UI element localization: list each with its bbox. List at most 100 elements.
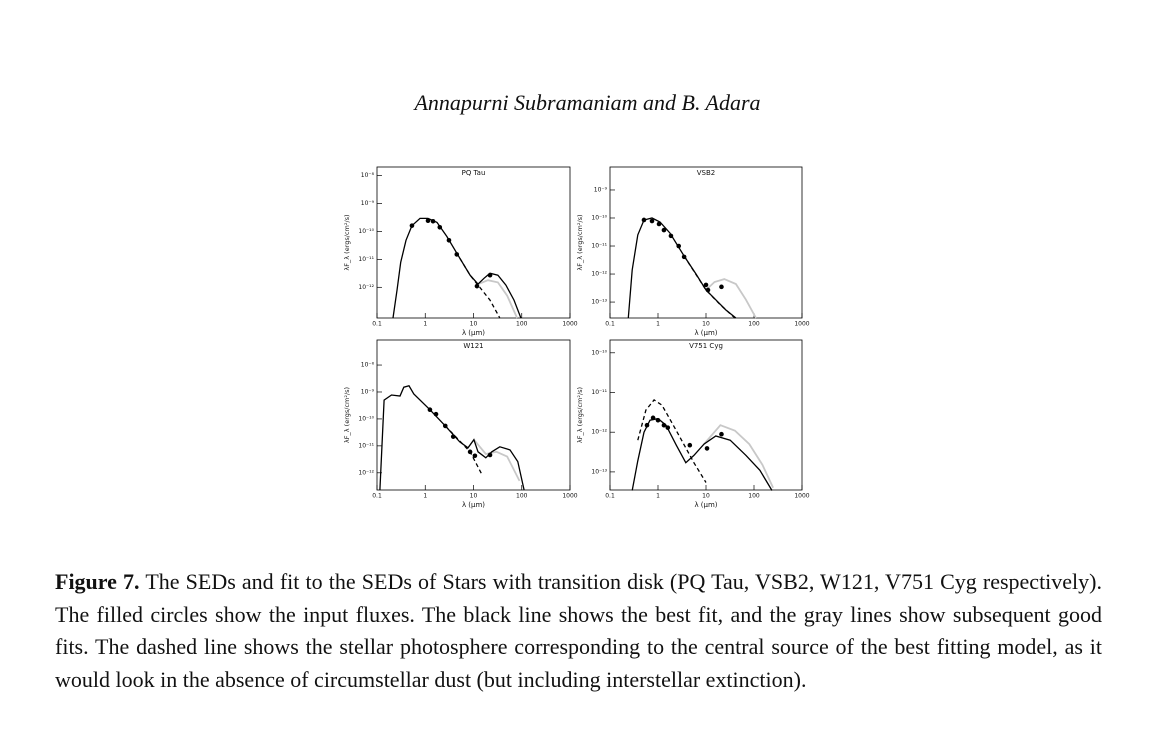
x-tick-label: 100: [748, 493, 760, 500]
x-tick-label: 1: [423, 321, 427, 328]
input-flux: [409, 223, 415, 228]
input-flux: [487, 452, 493, 458]
y-axis-label: λF_λ (ergs/cm²/s): [576, 387, 584, 443]
input-flux: [442, 423, 448, 429]
y-axis-label: λF_λ (ergs/cm²/s): [343, 387, 351, 443]
input-flux: [661, 422, 667, 428]
sed-curve: [627, 217, 737, 319]
x-tick-label: 1000: [562, 493, 577, 500]
y-tick-label: 10⁻¹¹: [591, 389, 607, 396]
sed-curve: [703, 424, 774, 489]
x-tick-label: 10: [702, 321, 710, 328]
input-flux: [703, 282, 709, 288]
plot-title: VSB2: [697, 169, 716, 177]
y-tick-label: 10⁻⁸: [361, 172, 375, 179]
input-flux: [427, 407, 433, 412]
x-tick-label: 1: [656, 321, 660, 328]
x-axis-label: λ (μm): [694, 501, 717, 509]
input-flux: [681, 254, 687, 260]
input-flux: [446, 237, 452, 243]
plot-title: W121: [463, 342, 483, 350]
input-flux: [719, 431, 724, 437]
sed-curve: [392, 217, 522, 319]
y-tick-label: 10⁻¹⁰: [358, 228, 374, 235]
x-tick-label: 1000: [794, 493, 809, 500]
sed-curve: [705, 278, 757, 319]
sed-curve: [637, 399, 707, 483]
y-tick-label: 10⁻¹²: [358, 284, 374, 291]
x-tick-label: 10: [702, 493, 710, 500]
input-flux: [450, 434, 456, 439]
input-flux: [687, 442, 693, 448]
sed-curve: [473, 439, 521, 482]
x-axis-label: λ (μm): [694, 329, 717, 337]
input-flux: [676, 243, 682, 249]
y-tick-label: 10⁻¹³: [591, 468, 607, 475]
plot-title: PQ Tau: [462, 169, 486, 177]
input-flux: [719, 284, 724, 290]
x-tick-label: 100: [516, 493, 528, 500]
input-flux: [487, 272, 493, 278]
input-flux: [437, 224, 443, 230]
y-tick-label: 10⁻¹²: [358, 469, 374, 476]
input-flux: [665, 425, 671, 430]
caption-text: The SEDs and fit to the SEDs of Stars wi…: [55, 569, 1102, 692]
input-flux: [668, 233, 674, 239]
caption-label: Figure 7.: [55, 569, 140, 594]
y-axis-label: λF_λ (ergs/cm²/s): [576, 214, 584, 270]
y-tick-label: 10⁻¹²: [591, 271, 607, 278]
input-flux: [705, 287, 711, 293]
input-flux: [467, 449, 473, 455]
input-flux: [661, 227, 667, 233]
y-tick-label: 10⁻¹¹: [591, 243, 607, 250]
x-tick-label: 10: [470, 321, 478, 328]
x-tick-label: 1000: [562, 321, 577, 328]
y-tick-label: 10⁻¹⁰: [358, 415, 374, 422]
input-flux: [474, 283, 480, 289]
x-tick-label: 0.1: [605, 321, 615, 328]
sed-curve: [379, 385, 525, 491]
input-flux: [649, 218, 655, 224]
y-tick-label: 10⁻⁹: [361, 200, 375, 207]
x-tick-label: 1000: [794, 321, 809, 328]
x-tick-label: 100: [516, 321, 528, 328]
input-flux: [472, 453, 478, 459]
input-flux: [425, 218, 431, 224]
input-flux: [650, 415, 656, 421]
plot-title: V751 Cyg: [689, 342, 723, 350]
running-head: Annapurni Subramaniam and B. Adara: [414, 90, 761, 115]
y-tick-label: 10⁻¹¹: [358, 256, 374, 263]
y-tick-label: 10⁻¹³: [591, 299, 607, 306]
x-tick-label: 1: [656, 493, 660, 500]
sed-curve: [444, 425, 483, 475]
sed-curve: [477, 279, 518, 319]
input-flux: [644, 422, 650, 428]
y-tick-label: 10⁻¹⁰: [591, 214, 607, 221]
x-tick-label: 0.1: [372, 321, 382, 328]
input-flux: [454, 252, 460, 257]
input-flux: [430, 218, 436, 224]
plot-frame: [376, 339, 571, 491]
y-tick-label: 10⁻⁹: [361, 388, 375, 395]
caption: Figure 7. The SEDs and fit to the SEDs o…: [55, 566, 1102, 696]
plot-frame: [609, 339, 803, 491]
sed-curve: [631, 417, 773, 491]
y-tick-label: 10⁻¹¹: [358, 442, 374, 449]
x-tick-label: 10: [470, 493, 478, 500]
y-tick-label: 10⁻¹⁰: [591, 349, 607, 356]
y-tick-label: 10⁻⁹: [594, 186, 608, 193]
x-axis-label: λ (μm): [462, 329, 485, 337]
x-tick-label: 1: [423, 493, 427, 500]
x-axis-label: λ (μm): [462, 501, 485, 509]
input-flux: [704, 446, 710, 451]
y-axis-label: λF_λ (ergs/cm²/s): [343, 214, 351, 270]
input-flux: [655, 417, 661, 423]
input-flux: [433, 411, 439, 417]
plot-frame: [609, 166, 803, 319]
x-tick-label: 0.1: [605, 493, 615, 500]
y-tick-label: 10⁻⁸: [361, 362, 375, 369]
y-tick-label: 10⁻¹²: [591, 429, 607, 436]
x-tick-label: 0.1: [372, 493, 382, 500]
x-tick-label: 100: [748, 321, 760, 328]
